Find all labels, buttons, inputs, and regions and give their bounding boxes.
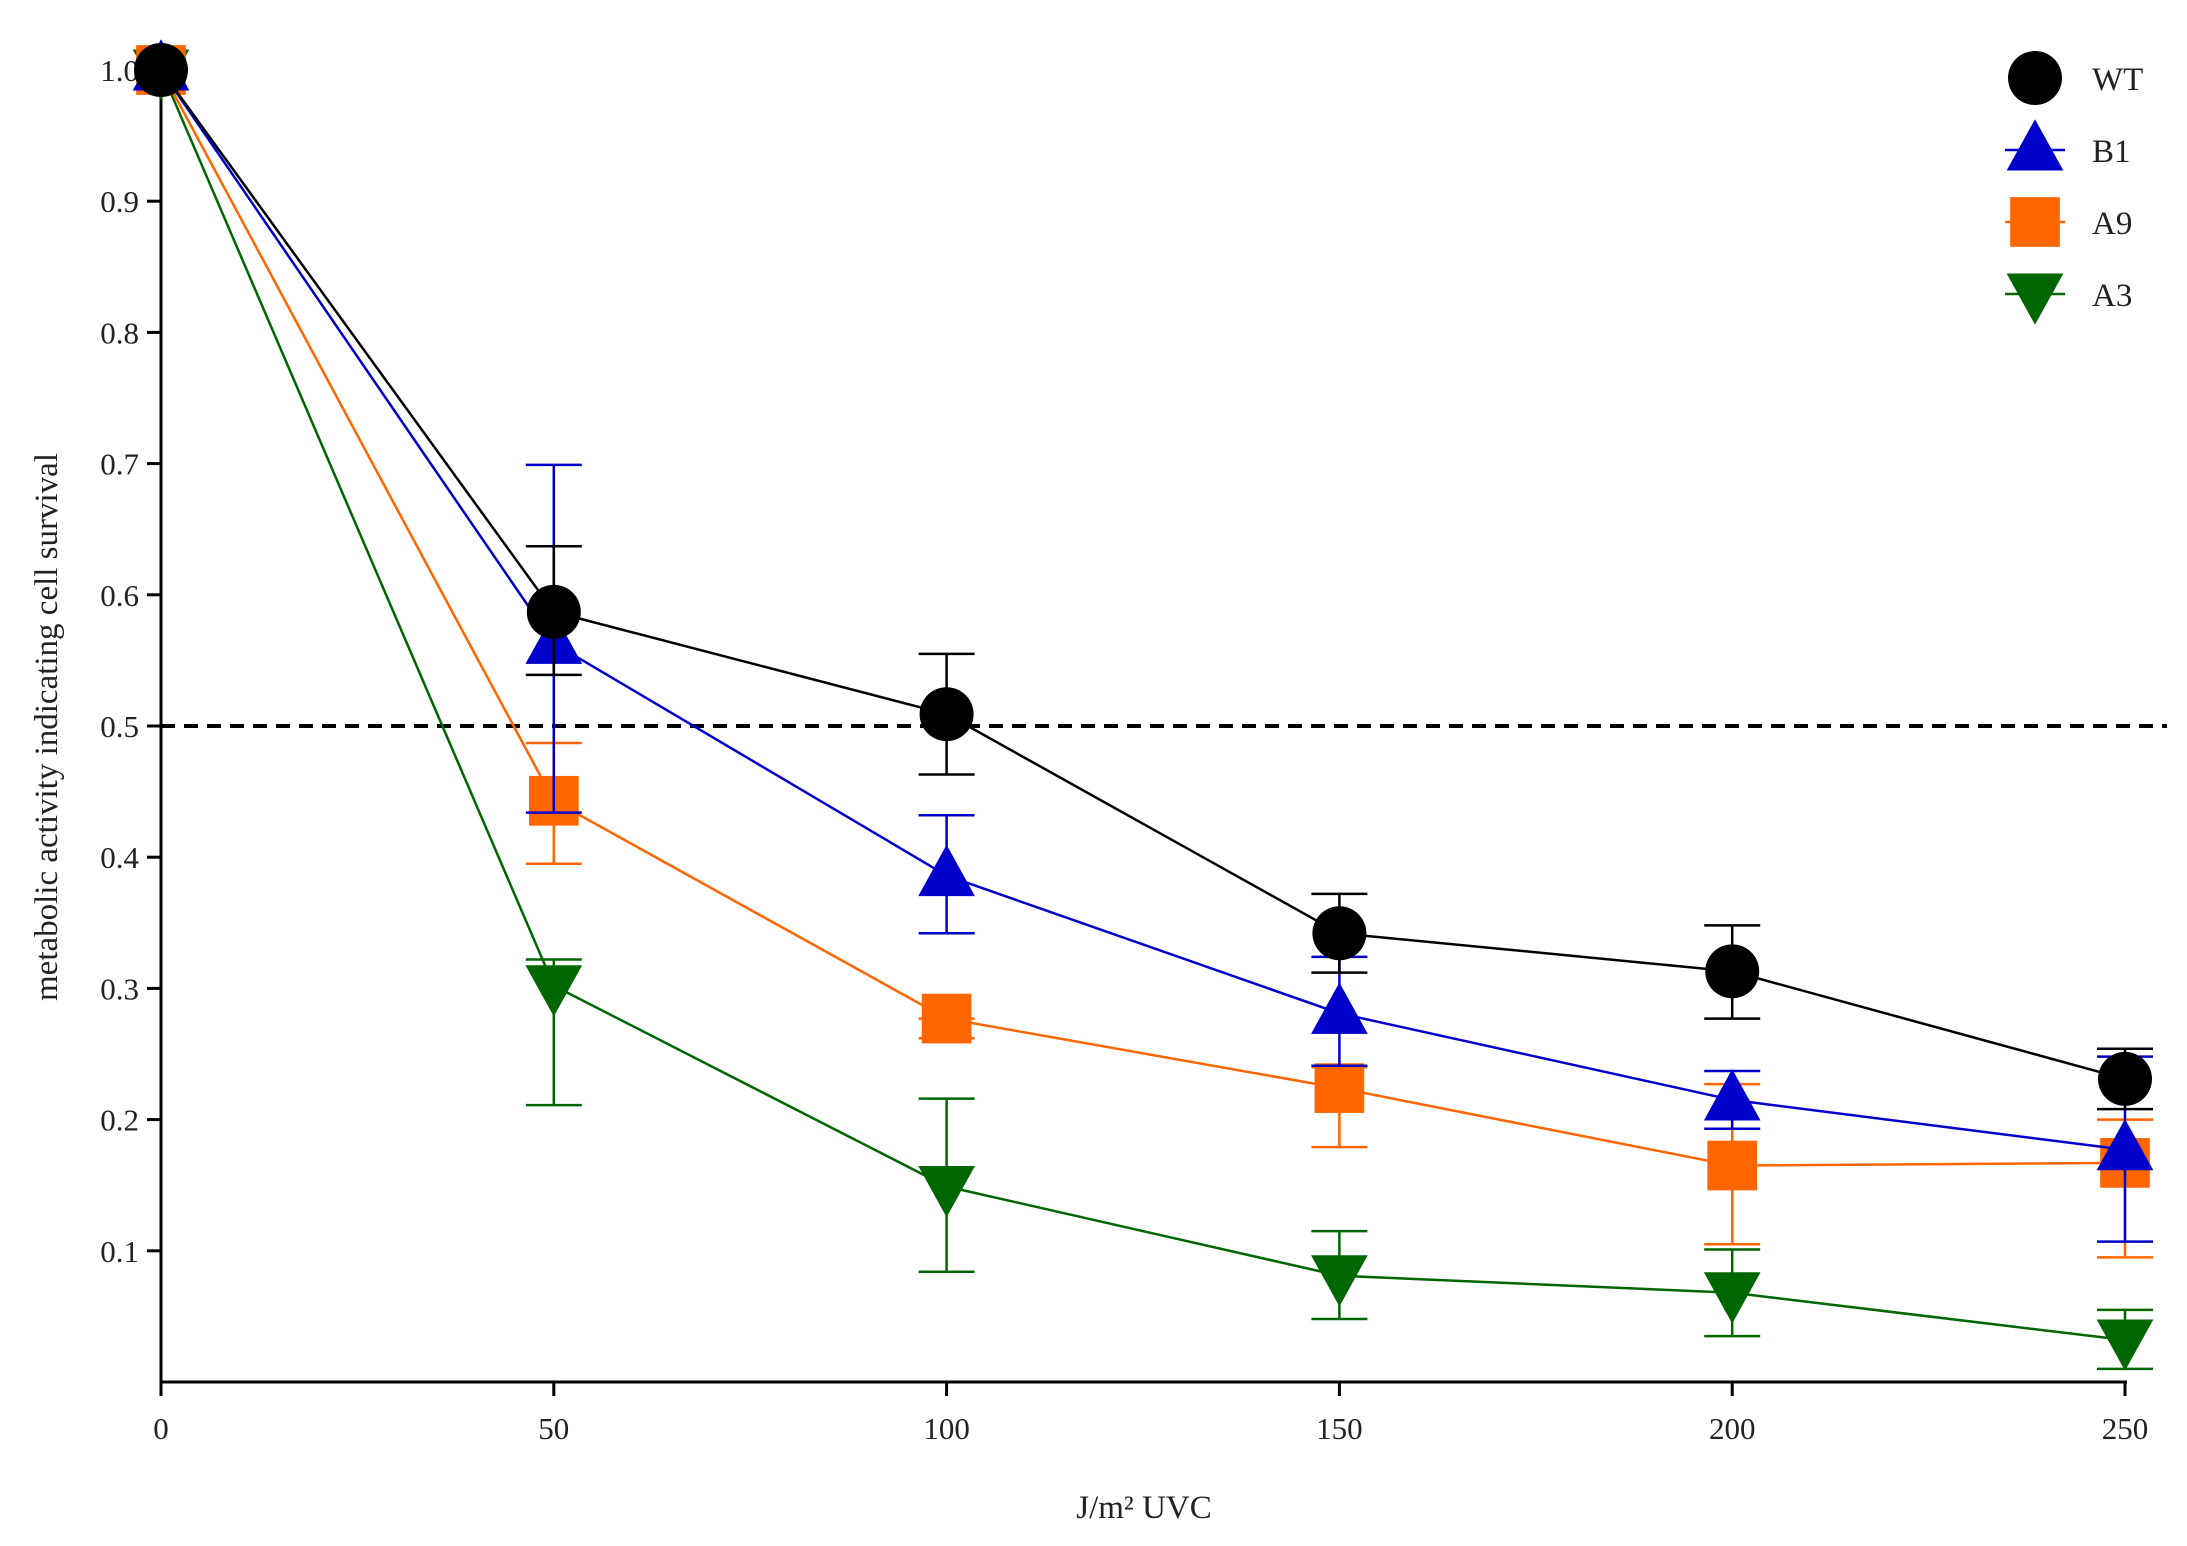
x-tick-label: 200 [1709, 1411, 1756, 1446]
data-point [134, 43, 188, 97]
y-tick-label: 0.1 [100, 1234, 139, 1269]
data-point [2096, 1118, 2154, 1171]
legend-label: WT [2092, 62, 2143, 98]
data-point [2096, 1319, 2154, 1371]
legend-item-b1: B1 [2005, 119, 2131, 171]
x-tick-label: 0 [153, 1411, 169, 1446]
data-point [526, 584, 581, 639]
x-tick-label: 50 [538, 1411, 569, 1446]
series-line [159, 69, 2126, 1342]
x-tick-label: 150 [1316, 1411, 1363, 1446]
legend-item-wt: WT [2008, 51, 2143, 105]
series-b1 [132, 39, 2154, 1243]
data-point [918, 844, 975, 897]
y-tick-label: 0.6 [100, 578, 139, 613]
y-tick-label: 0.5 [100, 709, 139, 744]
legend: WT B1 A9 A3 [2005, 51, 2143, 325]
legend-item-a3: A3 [2005, 273, 2132, 325]
axes: 0 50 100 150 200 250 0.1 0.2 0.3 0.4 0.5 0.6 0.7 0.8 0… [100, 53, 2148, 1446]
legend-label: A9 [2092, 206, 2132, 242]
series-layer [132, 39, 2154, 1371]
y-tick-label: 0.7 [100, 447, 139, 482]
y-axis-title: metabolic activity indicating cell survi… [29, 453, 65, 1001]
data-point [1703, 1069, 1761, 1121]
y-tick-label: 1.0 [100, 53, 139, 88]
data-point [1705, 944, 1760, 999]
data-point [1311, 982, 1368, 1034]
series-line [159, 69, 2126, 1152]
legend-marker [2006, 119, 2064, 171]
x-axis-title: J/m² UVC [1076, 1490, 1212, 1526]
y-tick-label: 0.2 [100, 1103, 139, 1138]
series-line [159, 69, 2126, 1081]
data-point [921, 993, 972, 1044]
series-wt [134, 43, 2153, 1111]
legend-marker [2006, 273, 2064, 325]
data-point [2098, 1051, 2152, 1106]
data-point [525, 965, 583, 1017]
data-point [1311, 1255, 1368, 1307]
legend-label: B1 [2092, 134, 2131, 170]
series-a3 [132, 49, 2154, 1371]
data-point [919, 687, 974, 742]
y-tick-label: 0.3 [100, 971, 139, 1006]
data-point [918, 1165, 975, 1218]
data-point [1703, 1272, 1761, 1324]
data-point [1312, 906, 1367, 961]
y-tick-label: 0.4 [100, 840, 139, 875]
y-tick-label: 0.9 [100, 184, 139, 219]
data-point [1314, 1063, 1365, 1113]
x-tick-label: 100 [923, 1411, 970, 1446]
legend-marker [2008, 51, 2062, 105]
y-tick-label: 0.8 [100, 315, 139, 350]
legend-label: A3 [2092, 278, 2132, 314]
axis-labels: J/m² UVC metabolic activity indicating c… [29, 453, 1212, 1526]
data-point [1707, 1140, 1758, 1191]
series-a9 [136, 45, 2153, 1259]
legend-marker [2010, 197, 2060, 247]
legend-item-a9: A9 [2005, 197, 2132, 247]
x-tick-label: 250 [2102, 1411, 2149, 1446]
series-line [159, 69, 2126, 1167]
